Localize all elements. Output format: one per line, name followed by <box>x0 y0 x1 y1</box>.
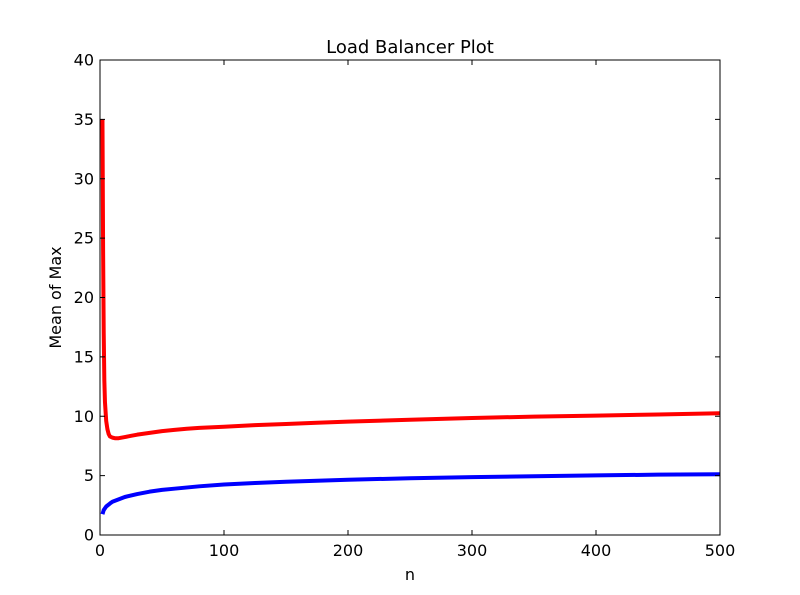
x-axis-ticks: 0 100 200 300 400 500 <box>95 60 735 560</box>
x-tick-label: 300 <box>457 541 488 560</box>
series-line-2 <box>100 472 721 515</box>
y-tick-label: 5 <box>84 466 94 485</box>
y-tick-label: 25 <box>74 229 94 248</box>
chart-title: Load Balancer Plot <box>326 37 494 58</box>
y-tick-label: 10 <box>74 407 94 426</box>
y-tick-label: 0 <box>84 526 94 545</box>
series-line-1 <box>100 119 721 441</box>
plot-series <box>100 119 721 515</box>
y-tick-label: 15 <box>74 347 94 366</box>
y-tick-label: 35 <box>74 110 94 129</box>
y-tick-label: 20 <box>74 288 94 307</box>
x-tick-label: 0 <box>95 541 105 560</box>
x-tick-label: 200 <box>333 541 364 560</box>
plot-frame <box>99 59 721 536</box>
x-axis-label: n <box>405 565 415 584</box>
x-tick-label: 100 <box>209 541 240 560</box>
y-tick-label: 40 <box>74 51 94 70</box>
y-tick-label: 30 <box>74 169 94 188</box>
x-tick-label: 500 <box>705 541 736 560</box>
y-axis-label: Mean of Max <box>46 246 65 348</box>
y-axis-ticks: 0 5 10 15 20 25 30 35 40 <box>74 51 720 545</box>
x-tick-label: 400 <box>581 541 612 560</box>
